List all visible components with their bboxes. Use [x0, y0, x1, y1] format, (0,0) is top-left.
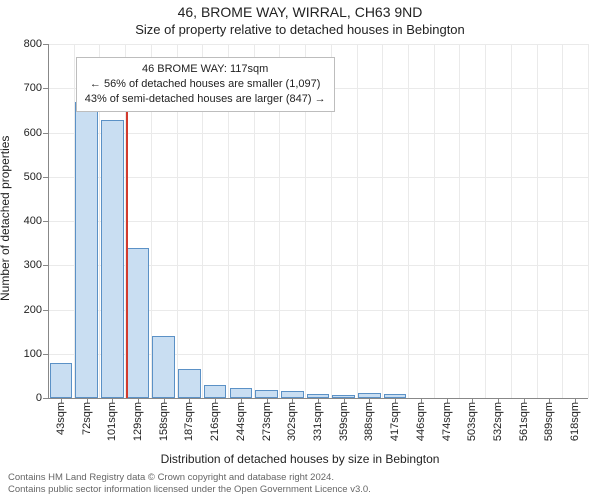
x-tick-label: 101sqm: [106, 398, 118, 441]
gridline-h: [48, 133, 588, 134]
bar: [230, 388, 253, 398]
bar: [204, 385, 227, 398]
bar: [50, 363, 73, 398]
legend-line2: ← 56% of detached houses are smaller (1,…: [85, 77, 326, 92]
gridline-v: [485, 44, 486, 398]
gridline-h: [48, 44, 588, 45]
x-tick-label: 503sqm: [466, 398, 478, 441]
bar: [178, 369, 201, 398]
bar: [127, 248, 150, 398]
chart-title: 46, BROME WAY, WIRRAL, CH63 9ND: [0, 4, 600, 20]
legend-line3: 43% of semi-detached houses are larger (…: [85, 92, 326, 107]
legend-box: 46 BROME WAY: 117sqm← 56% of detached ho…: [76, 57, 335, 112]
x-tick-label: 417sqm: [389, 398, 401, 441]
x-tick-label: 388sqm: [363, 398, 375, 441]
gridline-v: [382, 44, 383, 398]
gridline-v: [562, 44, 563, 398]
chart-subtitle: Size of property relative to detached ho…: [0, 22, 600, 37]
x-tick-label: 359sqm: [338, 398, 350, 441]
x-tick-label: 216sqm: [209, 398, 221, 441]
bar: [75, 102, 98, 398]
x-tick-label: 72sqm: [81, 398, 93, 435]
x-tick-label: 129sqm: [132, 398, 144, 441]
bar: [101, 120, 124, 398]
x-tick-label: 158sqm: [158, 398, 170, 441]
bar: [152, 336, 175, 398]
x-axis-label: Distribution of detached houses by size …: [0, 452, 600, 466]
gridline-v: [357, 44, 358, 398]
footer-line1: Contains HM Land Registry data © Crown c…: [8, 472, 371, 484]
x-tick-label: 589sqm: [543, 398, 555, 441]
bar: [281, 391, 304, 398]
bar: [255, 390, 278, 398]
gridline-v: [459, 44, 460, 398]
y-axis-label: Number of detached properties: [0, 136, 12, 301]
footer-line2: Contains public sector information licen…: [8, 484, 371, 496]
x-tick-label: 302sqm: [286, 398, 298, 441]
gridline-h: [48, 221, 588, 222]
gridline-v: [434, 44, 435, 398]
footer: Contains HM Land Registry data © Crown c…: [8, 472, 371, 496]
x-tick-label: 187sqm: [183, 398, 195, 441]
x-tick-label: 561sqm: [518, 398, 530, 441]
x-tick-label: 273sqm: [261, 398, 273, 441]
x-tick-label: 244sqm: [235, 398, 247, 441]
y-axis-line: [48, 44, 49, 398]
gridline-v: [408, 44, 409, 398]
x-tick-label: 331sqm: [312, 398, 324, 441]
gridline-v: [588, 44, 589, 398]
gridline-v: [511, 44, 512, 398]
x-tick-label: 43sqm: [55, 398, 67, 435]
x-tick-label: 618sqm: [569, 398, 581, 441]
gridline-h: [48, 177, 588, 178]
legend-line1: 46 BROME WAY: 117sqm: [85, 62, 326, 77]
marker-line: [126, 106, 128, 398]
plot-area: 010020030040050060070080043sqm72sqm101sq…: [48, 44, 588, 398]
x-tick-label: 474sqm: [441, 398, 453, 441]
gridline-v: [537, 44, 538, 398]
x-axis-line: [48, 398, 588, 399]
x-tick-label: 446sqm: [415, 398, 427, 441]
x-tick-label: 532sqm: [492, 398, 504, 441]
